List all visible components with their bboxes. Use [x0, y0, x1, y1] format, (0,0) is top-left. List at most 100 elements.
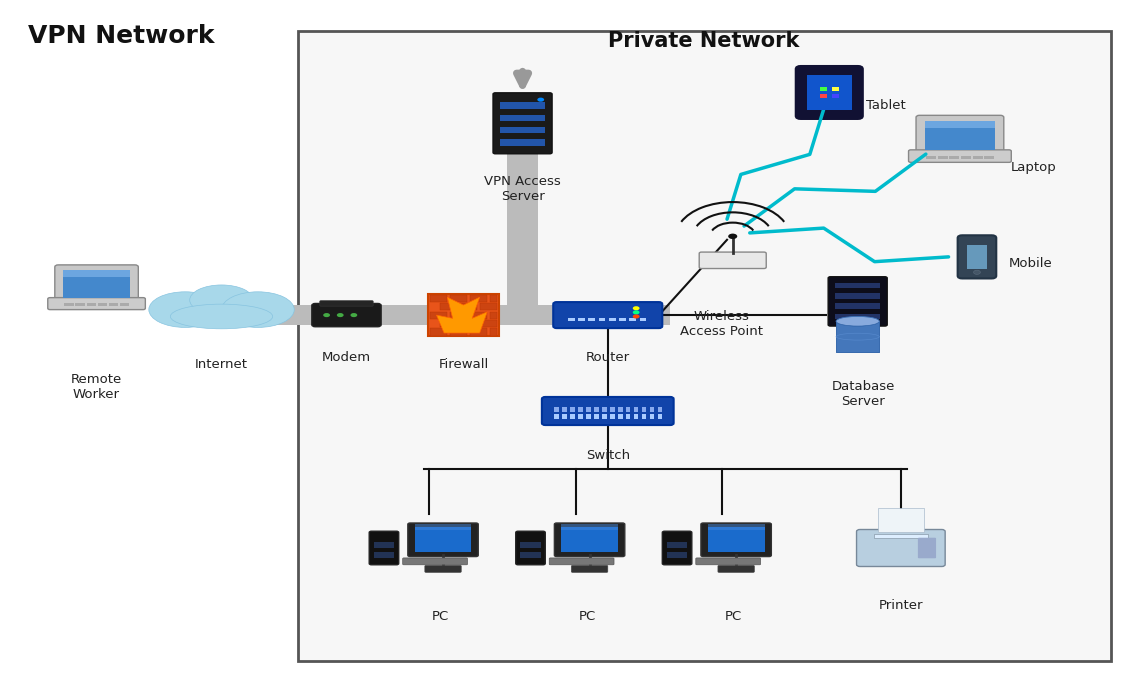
FancyBboxPatch shape: [450, 295, 467, 301]
Circle shape: [633, 314, 640, 319]
Bar: [594, 407, 599, 412]
FancyBboxPatch shape: [828, 277, 887, 326]
Bar: [634, 414, 638, 419]
FancyBboxPatch shape: [662, 532, 692, 564]
Circle shape: [974, 270, 980, 274]
Bar: [610, 414, 615, 419]
FancyBboxPatch shape: [450, 312, 467, 319]
Text: PC: PC: [432, 610, 450, 623]
Bar: [667, 552, 687, 558]
Bar: [374, 552, 394, 558]
FancyBboxPatch shape: [490, 312, 498, 319]
Bar: [835, 303, 880, 309]
Bar: [610, 407, 615, 412]
FancyBboxPatch shape: [550, 558, 613, 564]
FancyBboxPatch shape: [490, 295, 498, 301]
Bar: [626, 414, 630, 419]
FancyBboxPatch shape: [460, 303, 477, 310]
Bar: [820, 87, 827, 91]
Circle shape: [633, 310, 640, 314]
FancyBboxPatch shape: [428, 294, 499, 336]
Bar: [119, 303, 130, 306]
Bar: [98, 303, 107, 306]
FancyBboxPatch shape: [450, 329, 467, 336]
Bar: [619, 318, 626, 321]
Bar: [562, 407, 567, 412]
FancyBboxPatch shape: [479, 320, 498, 327]
Bar: [634, 407, 638, 412]
FancyBboxPatch shape: [429, 329, 448, 336]
Bar: [570, 407, 575, 412]
FancyBboxPatch shape: [836, 321, 879, 352]
Text: Printer: Printer: [878, 599, 924, 612]
Text: Switch: Switch: [586, 449, 629, 462]
Text: PC: PC: [725, 610, 743, 623]
Ellipse shape: [222, 292, 294, 327]
Bar: [586, 407, 591, 412]
Bar: [594, 414, 599, 419]
FancyBboxPatch shape: [415, 525, 471, 530]
Bar: [520, 543, 541, 548]
Text: VPN Network: VPN Network: [28, 24, 215, 48]
FancyBboxPatch shape: [479, 303, 498, 310]
Circle shape: [350, 313, 357, 317]
FancyBboxPatch shape: [48, 297, 145, 310]
Bar: [618, 407, 623, 412]
FancyBboxPatch shape: [193, 305, 670, 325]
FancyBboxPatch shape: [807, 75, 852, 110]
Bar: [658, 414, 662, 419]
Bar: [554, 414, 559, 419]
FancyBboxPatch shape: [553, 302, 662, 328]
Bar: [629, 318, 636, 321]
Bar: [65, 303, 74, 306]
FancyBboxPatch shape: [460, 320, 477, 327]
Text: Mobile: Mobile: [1009, 257, 1052, 270]
FancyBboxPatch shape: [925, 121, 995, 150]
FancyBboxPatch shape: [469, 312, 487, 319]
Bar: [835, 283, 880, 288]
FancyBboxPatch shape: [440, 320, 458, 327]
FancyBboxPatch shape: [64, 270, 130, 277]
Bar: [586, 414, 591, 419]
Bar: [602, 407, 607, 412]
Text: Router: Router: [586, 351, 629, 364]
Bar: [650, 414, 654, 419]
FancyBboxPatch shape: [958, 236, 996, 278]
FancyBboxPatch shape: [701, 523, 771, 556]
Bar: [950, 155, 959, 159]
FancyBboxPatch shape: [836, 321, 879, 352]
Bar: [658, 407, 662, 412]
Circle shape: [633, 306, 640, 310]
Bar: [109, 303, 118, 306]
Circle shape: [728, 234, 737, 239]
Bar: [832, 94, 838, 98]
Bar: [588, 318, 595, 321]
Bar: [835, 314, 880, 319]
Circle shape: [336, 313, 343, 317]
FancyBboxPatch shape: [369, 532, 399, 564]
FancyBboxPatch shape: [469, 329, 487, 336]
Bar: [578, 318, 585, 321]
Bar: [640, 318, 646, 321]
FancyBboxPatch shape: [408, 523, 478, 556]
FancyBboxPatch shape: [874, 534, 928, 538]
FancyBboxPatch shape: [695, 558, 761, 564]
FancyBboxPatch shape: [967, 245, 987, 269]
FancyBboxPatch shape: [440, 303, 458, 310]
FancyBboxPatch shape: [554, 523, 625, 556]
Bar: [820, 94, 827, 98]
Bar: [618, 414, 623, 419]
Text: Firewall: Firewall: [438, 358, 488, 371]
FancyBboxPatch shape: [64, 270, 130, 298]
FancyBboxPatch shape: [429, 295, 448, 301]
Bar: [554, 407, 559, 412]
Bar: [937, 155, 947, 159]
Bar: [520, 552, 541, 558]
FancyBboxPatch shape: [878, 508, 924, 532]
Text: Database
Server: Database Server: [832, 380, 895, 408]
Ellipse shape: [836, 316, 879, 326]
FancyBboxPatch shape: [857, 530, 945, 566]
Circle shape: [323, 313, 329, 317]
FancyBboxPatch shape: [311, 303, 382, 327]
FancyBboxPatch shape: [429, 312, 448, 319]
